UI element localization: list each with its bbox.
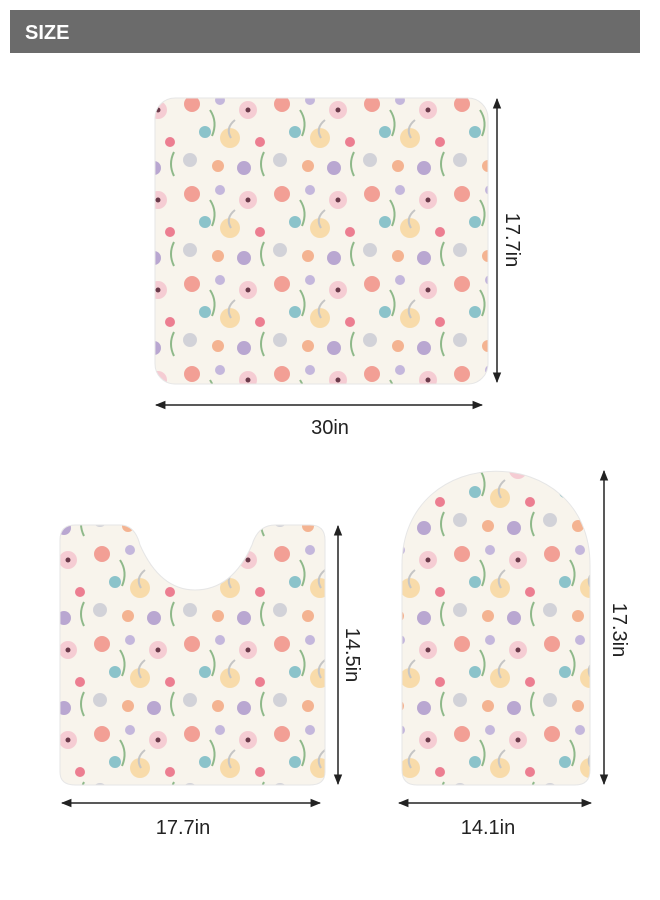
header-title: SIZE xyxy=(25,22,69,44)
width-label: 17.7in xyxy=(156,817,211,839)
height-label: 17.7in xyxy=(501,213,523,268)
height-label: 14.5in xyxy=(341,628,363,683)
header-bar xyxy=(10,10,640,53)
height-label: 17.3in xyxy=(608,603,630,658)
lid-cover xyxy=(401,470,591,786)
width-label: 30in xyxy=(311,417,349,439)
rug-rectangle xyxy=(154,97,489,385)
rug-contour xyxy=(59,524,326,786)
width-label: 14.1in xyxy=(461,817,516,839)
